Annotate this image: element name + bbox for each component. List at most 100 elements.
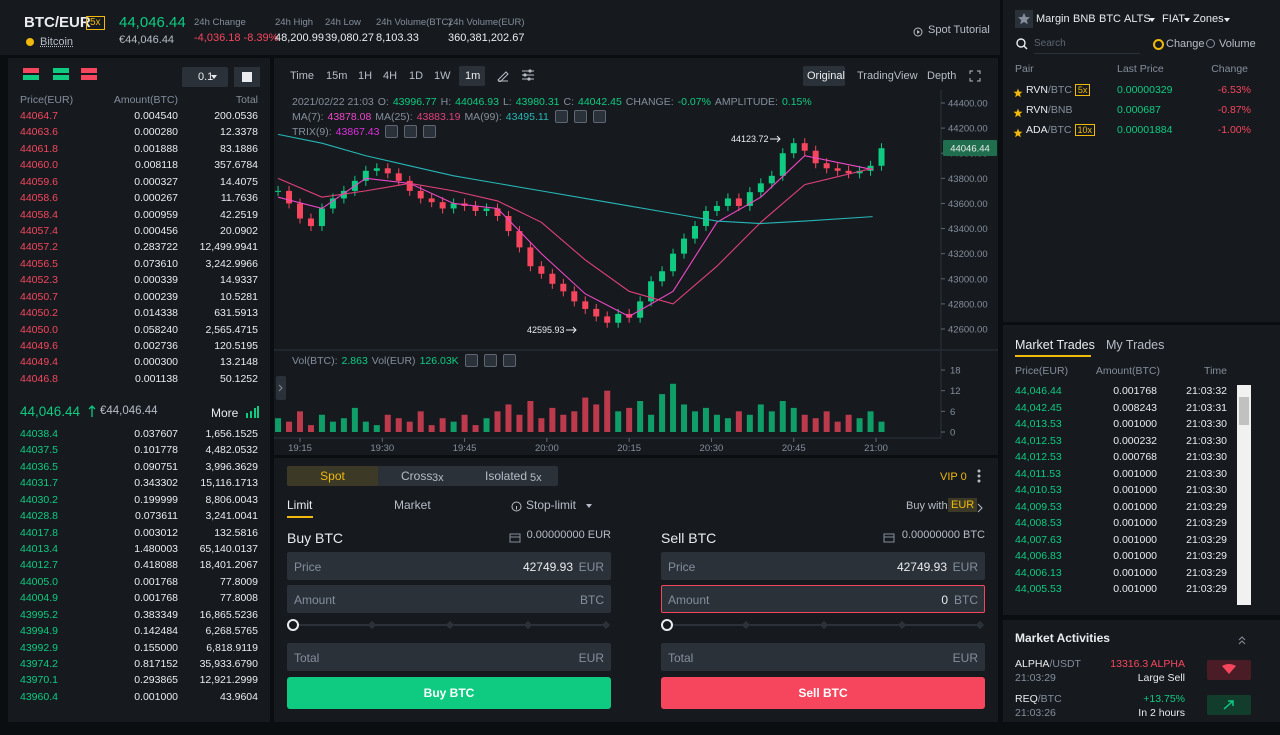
tab-cross[interactable]: Cross xyxy=(401,469,433,483)
more-menu[interactable] xyxy=(976,468,982,484)
input-field[interactable] xyxy=(287,585,611,613)
col-trade-time: Time xyxy=(1204,365,1227,377)
book-view-toggle[interactable] xyxy=(22,67,40,81)
pair-name[interactable]: RVN/BNB xyxy=(1026,104,1073,116)
interval-option[interactable]: 4H xyxy=(383,70,398,82)
candle-date: 2021/02/22 21:03 xyxy=(292,96,374,108)
market-tab[interactable]: Margin xyxy=(1036,13,1070,25)
candle-body xyxy=(735,198,742,206)
input-field[interactable] xyxy=(287,643,611,671)
volume-bar xyxy=(768,411,775,432)
volume-bar xyxy=(702,407,709,432)
book-total: 50.1252 xyxy=(220,372,258,385)
tutorial-link[interactable]: Spot Tutorial xyxy=(928,24,990,36)
book-total: 3,242.9966 xyxy=(205,257,258,270)
interval-option[interactable]: 1H xyxy=(358,70,373,82)
book-total: 42.2519 xyxy=(220,208,258,221)
volume-bar xyxy=(384,414,391,432)
draw-tool[interactable] xyxy=(496,68,510,83)
book-total: 8,806.0043 xyxy=(205,493,258,506)
trade-price: 44,011.53 xyxy=(1015,467,1061,480)
ohlc-line: 2021/02/22 21:03 O: 43996.77 H: 44046.93 L: 43… xyxy=(292,96,812,108)
wallet-icon-glyph xyxy=(509,533,521,543)
input-field[interactable] xyxy=(661,585,985,613)
book-settings[interactable] xyxy=(234,67,260,87)
order-book: 0.1 Price(EUR) Amount(BTC) Total 44064.7 0.00… xyxy=(8,58,270,722)
slider-handle[interactable] xyxy=(661,619,673,631)
market-tab[interactable]: BTC xyxy=(1099,13,1121,25)
indicator-eye xyxy=(385,125,399,138)
candle-body xyxy=(681,238,688,254)
market-tab[interactable]: ALTS xyxy=(1124,13,1151,25)
more-link[interactable]: More xyxy=(211,406,239,420)
interval-option[interactable]: 1W xyxy=(434,70,451,82)
favorite-star[interactable] xyxy=(1013,125,1023,138)
tab-spot[interactable]: Spot xyxy=(287,466,378,486)
favorites[interactable] xyxy=(1015,10,1033,28)
market-activities: Market Activities ALPHA/USDT 21:03:29 13316… xyxy=(1003,620,1280,722)
market-tab[interactable]: BNB xyxy=(1073,13,1096,25)
indicator-settings[interactable] xyxy=(521,68,535,82)
book-view-toggle[interactable] xyxy=(52,67,70,81)
slider-handle[interactable] xyxy=(287,619,299,631)
fullscreen[interactable] xyxy=(969,69,981,82)
favorite-star[interactable] xyxy=(1013,105,1023,118)
pair-name[interactable]: RVN/BTC 5x xyxy=(1026,84,1091,96)
input-field[interactable] xyxy=(661,552,985,580)
candle-body xyxy=(801,143,808,151)
interval-option[interactable]: 1D xyxy=(409,70,424,82)
scrollbar-track[interactable] xyxy=(1237,385,1251,605)
mode-market[interactable]: Market xyxy=(394,498,431,512)
mid-price-eur: €44,046.44 xyxy=(100,405,158,417)
last-price-tag xyxy=(943,140,997,156)
volume-bar xyxy=(648,414,655,432)
low-arrow xyxy=(566,326,577,334)
candle-body xyxy=(538,266,545,274)
pair-name[interactable]: ADA/BTC 10x xyxy=(1026,124,1096,136)
tab-isolated[interactable]: Isolated xyxy=(485,469,528,483)
book-amount: 0.058240 xyxy=(134,323,178,336)
ma-value: 43495.11 xyxy=(505,110,549,123)
view-option[interactable]: TradingView xyxy=(857,70,918,82)
input-field[interactable] xyxy=(287,552,611,580)
trade-time: 21:03:29 xyxy=(1186,500,1227,513)
interval-option[interactable]: Time xyxy=(290,70,315,82)
book-total: 77.8009 xyxy=(220,575,258,588)
sell-button[interactable]: Sell BTC xyxy=(661,677,985,709)
book-price: 44005.0 xyxy=(20,575,58,588)
market-tab[interactable]: Zones xyxy=(1193,13,1224,25)
precision-select[interactable]: 0.1 xyxy=(182,67,228,87)
book-total: 14.4075 xyxy=(220,175,258,188)
buy-button[interactable]: Buy BTC xyxy=(287,677,611,709)
interval-option[interactable]: 1m xyxy=(465,70,481,82)
view-option[interactable]: Depth xyxy=(927,70,957,82)
input-label: Amount xyxy=(668,593,710,607)
buy-with-currency[interactable]: EUR xyxy=(948,498,978,512)
pane-collapse xyxy=(276,376,286,400)
coin-name[interactable]: Bitcoin xyxy=(40,36,74,48)
leverage-badge: 5x xyxy=(86,16,105,30)
favorite-star[interactable] xyxy=(1013,85,1023,98)
sort-radio[interactable] xyxy=(1153,39,1164,50)
trades-tab-active[interactable]: Market Trades xyxy=(1015,338,1095,352)
trades-tab[interactable]: My Trades xyxy=(1106,338,1165,352)
volume-bar xyxy=(681,404,688,432)
market-tab[interactable]: FIAT xyxy=(1162,13,1186,25)
mode-stop-limit[interactable]: Stop-limit xyxy=(526,498,577,512)
search-input[interactable]: Search xyxy=(1034,38,1140,54)
trix-label: TRIX(9): xyxy=(292,125,332,138)
wallet-icon xyxy=(509,530,521,543)
interval-option[interactable]: 15m xyxy=(326,70,348,82)
book-view-toggle[interactable] xyxy=(80,67,98,81)
sort-option[interactable]: Change xyxy=(1166,38,1205,50)
sort-option[interactable]: Volume xyxy=(1219,38,1256,50)
search-icon-glyph xyxy=(1016,38,1028,50)
volume-bar xyxy=(626,407,633,432)
trade-amount: 0.001000 xyxy=(1113,566,1157,579)
mode-limit[interactable]: Limit xyxy=(287,498,313,512)
view-option[interactable]: Original xyxy=(807,70,845,82)
collapse-icon[interactable] xyxy=(1237,632,1247,645)
sort-radio[interactable] xyxy=(1206,39,1215,48)
book-amount: 0.001000 xyxy=(134,690,178,703)
input-field[interactable] xyxy=(661,643,985,671)
